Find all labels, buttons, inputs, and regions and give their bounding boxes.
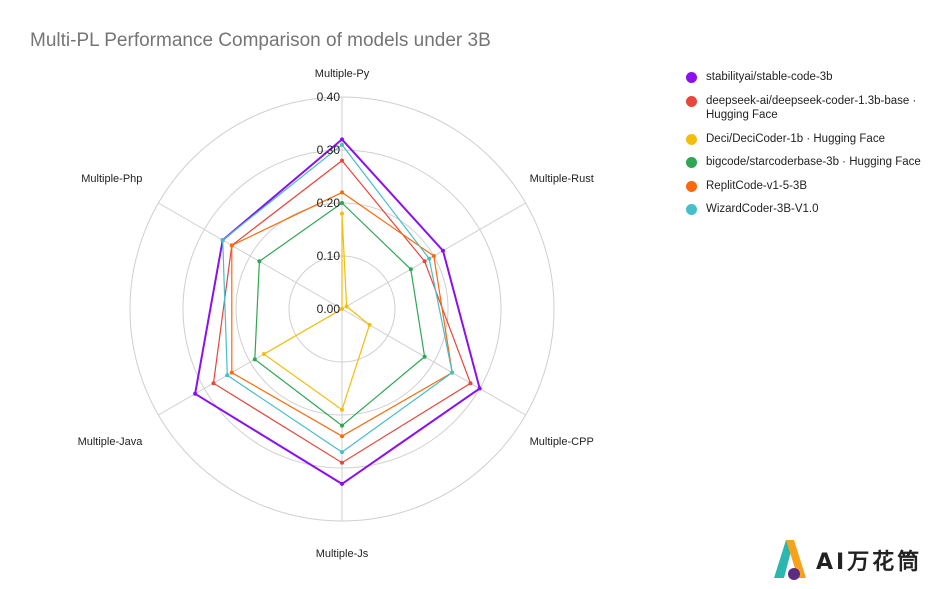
tick-label: 0.10 bbox=[317, 249, 341, 263]
watermark-text: AI万花筒 bbox=[816, 550, 923, 575]
legend-label: deepseek-ai/deepseek-coder-1.3b-base · H… bbox=[706, 94, 917, 122]
data-point bbox=[211, 381, 216, 386]
data-point bbox=[340, 190, 344, 195]
legend-item[interactable]: bigcode/starcoderbase-3b · Hugging Face bbox=[684, 155, 924, 170]
tick-label: 0.00 bbox=[317, 302, 341, 316]
legend-label: stabilityai/stable-code-3b bbox=[706, 71, 833, 83]
data-point bbox=[340, 481, 344, 486]
data-point bbox=[431, 254, 436, 258]
data-point bbox=[340, 307, 344, 311]
axis-label: Multiple-Rust bbox=[530, 173, 594, 185]
data-point bbox=[367, 322, 372, 327]
watermark-logo: AI万花筒 bbox=[772, 534, 942, 584]
data-point bbox=[340, 450, 344, 455]
axis-label: Multiple-CPP bbox=[530, 436, 594, 448]
data-point bbox=[450, 370, 455, 375]
data-point bbox=[340, 211, 344, 216]
legend-item[interactable]: Deci/DeciCoder-1b · Hugging Face bbox=[684, 132, 924, 147]
logo-icon bbox=[774, 540, 806, 580]
axis-spoke bbox=[341, 308, 526, 416]
data-point bbox=[340, 201, 344, 205]
data-point bbox=[340, 407, 344, 412]
tick-label: 0.20 bbox=[317, 196, 341, 210]
legend-dot-icon bbox=[686, 180, 697, 192]
data-point bbox=[257, 259, 262, 264]
legend-dot-icon bbox=[686, 95, 697, 107]
data-point bbox=[340, 460, 344, 465]
legend-dot-icon bbox=[686, 133, 697, 145]
radar-chart: 0.00 0.10 0.20 0.30 0.40 Multiple-Py Multiple-… bbox=[78, 68, 594, 560]
data-point bbox=[229, 243, 234, 248]
tick-label: 0.30 bbox=[317, 143, 341, 157]
data-point bbox=[340, 142, 344, 147]
legend: stabilityai/stable-code-3b deepseek-ai/de… bbox=[684, 70, 924, 226]
legend-label: ReplitCode-v1-5-3B bbox=[706, 179, 807, 192]
data-point bbox=[340, 137, 344, 142]
data-point bbox=[477, 386, 482, 391]
data-point bbox=[422, 354, 427, 359]
axis-label: Multiple-Java bbox=[78, 436, 144, 448]
data-point bbox=[427, 256, 432, 261]
data-point bbox=[408, 267, 413, 272]
legend-label: bigcode/starcoderbase-3b · Hugging Face bbox=[706, 156, 921, 168]
data-point bbox=[229, 370, 234, 375]
legend-label: Deci/DeciCoder-1b · Hugging Face bbox=[706, 132, 885, 145]
axis-label: Multiple-Js bbox=[316, 548, 369, 560]
data-point bbox=[220, 238, 225, 243]
data-point bbox=[340, 158, 344, 163]
chart-title: Multi-PL Performance Comparison of model… bbox=[30, 30, 491, 51]
legend-dot-icon bbox=[686, 204, 697, 215]
legend-label: WizardCoder-3B-V1.0 bbox=[706, 203, 819, 215]
data-point bbox=[252, 357, 257, 362]
data-point bbox=[225, 373, 230, 378]
data-point bbox=[193, 391, 198, 396]
legend-dot-icon bbox=[686, 72, 697, 83]
data-point bbox=[344, 304, 349, 309]
axis-label: Multiple-Php bbox=[81, 173, 142, 185]
legend-item[interactable]: deepseek-ai/deepseek-coder-1.3b-base · H… bbox=[684, 94, 924, 123]
legend-item[interactable]: ReplitCode-v1-5-3B bbox=[684, 179, 924, 194]
data-point bbox=[340, 423, 344, 428]
data-point bbox=[340, 434, 344, 439]
data-point bbox=[261, 352, 266, 357]
legend-dot-icon bbox=[686, 157, 697, 168]
axis-label: Multiple-Py bbox=[315, 68, 370, 80]
axis-spoke bbox=[158, 202, 343, 310]
data-point bbox=[440, 248, 445, 253]
tick-label: 0.40 bbox=[317, 90, 341, 104]
data-point bbox=[468, 381, 473, 386]
legend-item[interactable]: stabilityai/stable-code-3b bbox=[684, 70, 924, 85]
legend-item[interactable]: WizardCoder-3B-V1.0 bbox=[684, 202, 924, 217]
data-point bbox=[422, 259, 427, 264]
